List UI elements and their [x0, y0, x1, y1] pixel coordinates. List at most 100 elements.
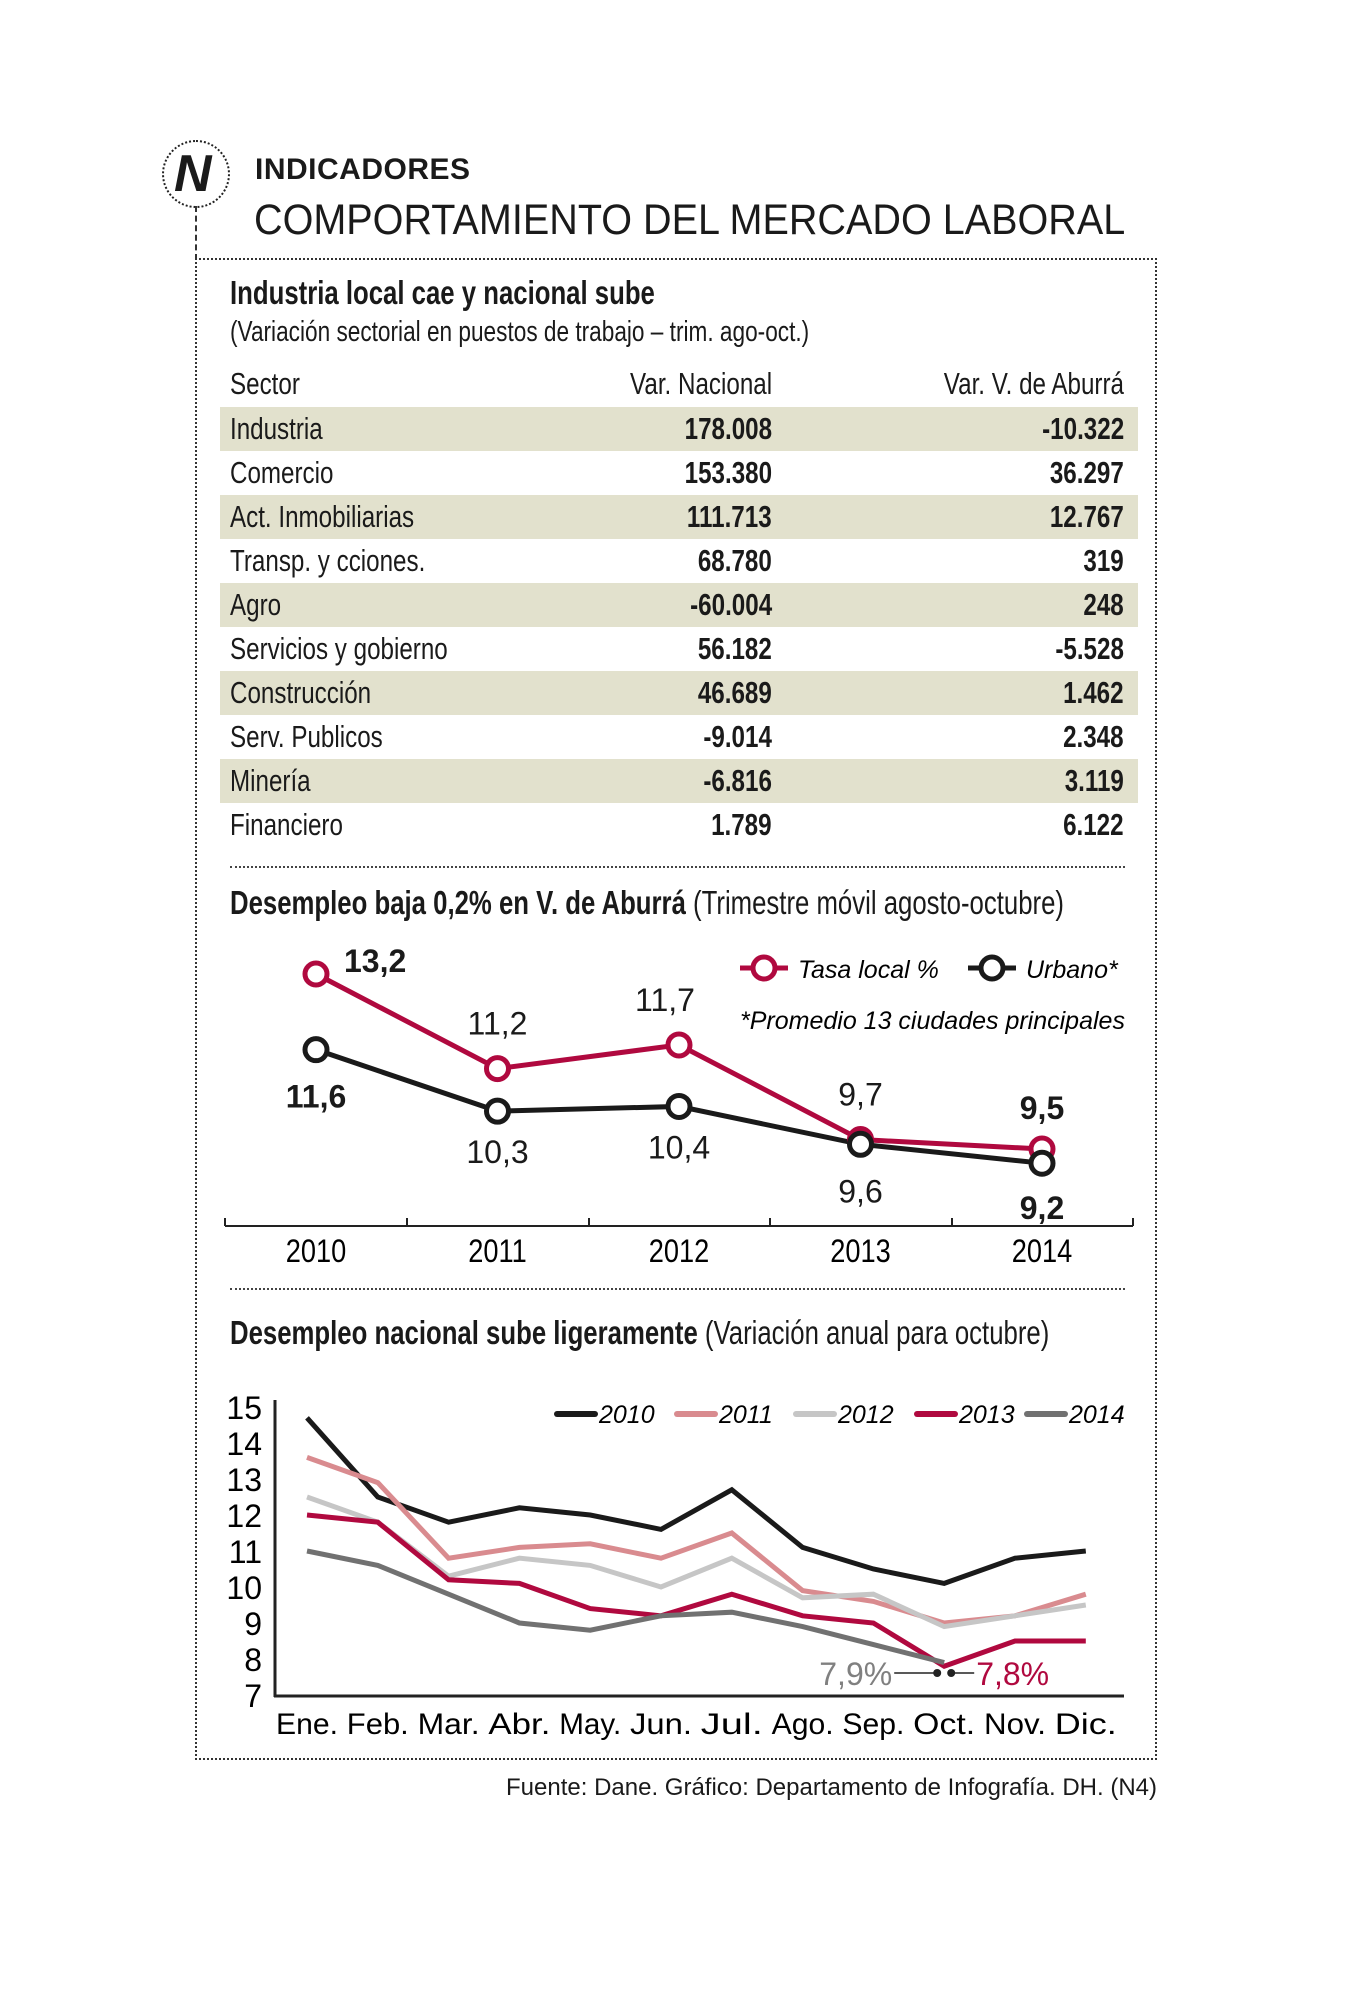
- cell-var-nacional: 178.008: [660, 411, 772, 447]
- chart2-x-label: Mar.: [418, 1708, 480, 1741]
- chart1-subtitle: (Trimestre móvil agosto-octubre): [693, 884, 1064, 921]
- chart1-point: [484, 1097, 511, 1125]
- cell-text: 46.689: [698, 675, 772, 710]
- cell-text: Serv. Publicos: [230, 719, 383, 754]
- cell-var-aburra: 36.297: [1029, 455, 1124, 491]
- chart1-data-label: 10,4: [648, 1129, 710, 1165]
- table-row: Minería -6.816 3.119: [220, 759, 1138, 803]
- dotted-connector: [195, 206, 197, 260]
- table-row: Financiero 1.789 6.122: [220, 803, 1138, 847]
- chart2-x-label: Abr.: [488, 1708, 550, 1741]
- table-row: Industria 178.008 -10.322: [220, 407, 1138, 451]
- chart2-subtitle: (Variación anual para octubre): [704, 1314, 1050, 1351]
- cell-var-nacional: 56.182: [677, 631, 772, 667]
- cell-var-nacional: 68.780: [677, 543, 772, 579]
- cell-text: 111.713: [687, 499, 772, 534]
- cell-var-aburra: 3.119: [1048, 763, 1124, 799]
- source-credit: Fuente: Dane. Gráfico: Departamento de I…: [506, 1774, 1157, 1801]
- cell-text: Construcción: [230, 675, 372, 710]
- cell-var-aburra: -10.322: [1019, 411, 1124, 447]
- chart2-x-label: Feb.: [347, 1708, 409, 1741]
- cell-text: 68.780: [698, 543, 772, 578]
- cell-text: 1.462: [1063, 675, 1124, 710]
- cell-sector: Industria: [230, 411, 349, 447]
- col-header-nacional: Var. Nacional: [590, 366, 772, 402]
- cell-text: 56.182: [698, 631, 772, 666]
- cell-var-aburra: 12.767: [1029, 499, 1124, 535]
- cell-text: Minería: [230, 763, 311, 798]
- cell-var-aburra: -5.528: [1036, 631, 1124, 667]
- table-row: Transp. y cciones. 68.780 319: [220, 539, 1138, 583]
- cell-var-aburra: 1.462: [1046, 675, 1124, 711]
- chart2-x-label: Jun.: [630, 1708, 692, 1741]
- col-header-sector: Sector: [230, 366, 320, 402]
- table-subtitle-text: (Variación sectorial en puestos de traba…: [230, 316, 810, 348]
- chart2-y-label: 13: [226, 1462, 262, 1498]
- chart2-y-label: 12: [226, 1498, 262, 1534]
- cell-var-nacional: 46.689: [677, 675, 772, 711]
- cell-var-nacional: 111.713: [663, 499, 772, 535]
- col-header-text: Var. V. de Aburrá: [943, 366, 1124, 401]
- cell-text: -10.322: [1041, 411, 1124, 446]
- chart2-heading: Desempleo nacional sube ligeramente (Var…: [230, 1314, 1280, 1352]
- legend-marker: [750, 954, 778, 982]
- annotation-2014-oct: 7,9%: [819, 1656, 892, 1692]
- chart1-x-label: 2013: [830, 1234, 890, 1270]
- chart1-data-label: 9,5: [1020, 1090, 1064, 1126]
- col-header-aburra: Var. V. de Aburrá: [893, 366, 1124, 402]
- table-title-text: Industria local cae y nacional sube: [230, 274, 655, 311]
- legend-label: 2014: [1068, 1401, 1125, 1429]
- chart1-x-label: 2010: [286, 1234, 346, 1270]
- cell-text: 12.767: [1050, 499, 1124, 534]
- cell-sector: Servicios y gobierno: [230, 631, 509, 667]
- cell-text: Agro: [230, 587, 282, 622]
- chart1-point: [302, 1036, 330, 1064]
- chart2-y-label: 15: [226, 1390, 262, 1426]
- chart2-y-label: 10: [226, 1570, 262, 1606]
- cell-sector: Agro: [230, 587, 295, 623]
- cell-text: 1.789: [711, 807, 772, 842]
- chart2-series-line-2010: [305, 1416, 1087, 1586]
- cell-text: 2.348: [1063, 719, 1124, 754]
- chart1-data-label: 10,3: [466, 1134, 528, 1170]
- cell-text: 178.008: [684, 411, 772, 446]
- chart1-point: [847, 1130, 874, 1158]
- chart1-data-label: 11,7: [635, 982, 695, 1018]
- cell-sector: Transp. y cciones.: [230, 543, 480, 579]
- cell-sector: Comercio: [230, 455, 363, 491]
- chart2-x-label: Sep.: [842, 1708, 904, 1741]
- chart1-data-label: 9,6: [838, 1173, 882, 1209]
- table-row: Comercio 153.380 36.297: [220, 451, 1138, 495]
- legend-label: Tasa local %: [798, 956, 939, 984]
- annotation-dot: [933, 1669, 942, 1677]
- chart2-y-label: 9: [244, 1606, 262, 1642]
- cell-text: -60.004: [689, 587, 772, 622]
- annotation-2013-oct: 7,8%: [976, 1656, 1049, 1692]
- cell-text: -5.528: [1055, 631, 1124, 666]
- chart1-point: [665, 1031, 693, 1059]
- chart1-x-label: 2011: [468, 1234, 526, 1270]
- cell-text: Servicios y gobierno: [230, 631, 448, 666]
- cell-text: 248: [1083, 587, 1124, 622]
- cell-text: 319: [1083, 543, 1124, 578]
- chart2-x-label: Jul.: [701, 1708, 763, 1741]
- chart1-data-label: 11,2: [468, 1006, 528, 1042]
- cell-sector: Minería: [230, 763, 333, 799]
- cell-text: Transp. y cciones.: [230, 543, 426, 578]
- chart2-y-label: 8: [244, 1642, 262, 1678]
- legend-marker: [978, 954, 1006, 982]
- legend-label: Urbano*: [1026, 956, 1119, 984]
- cell-var-nacional: 1.789: [694, 807, 772, 843]
- table-row: Agro -60.004 248: [220, 583, 1138, 627]
- chart2-series-line-2013: [306, 1512, 1086, 1669]
- chart2-x-label: Ago.: [772, 1708, 834, 1741]
- cell-sector: Financiero: [230, 807, 375, 843]
- cell-text: 153.380: [684, 455, 772, 490]
- chart2-y-label: 14: [226, 1426, 262, 1462]
- chart2-x-label: Ene.: [276, 1708, 338, 1741]
- cell-sector: Construcción: [230, 675, 411, 711]
- chart2-series-line-2014: [306, 1548, 945, 1666]
- cell-var-aburra: 6.122: [1046, 807, 1124, 843]
- legend-label: 2013: [958, 1401, 1015, 1429]
